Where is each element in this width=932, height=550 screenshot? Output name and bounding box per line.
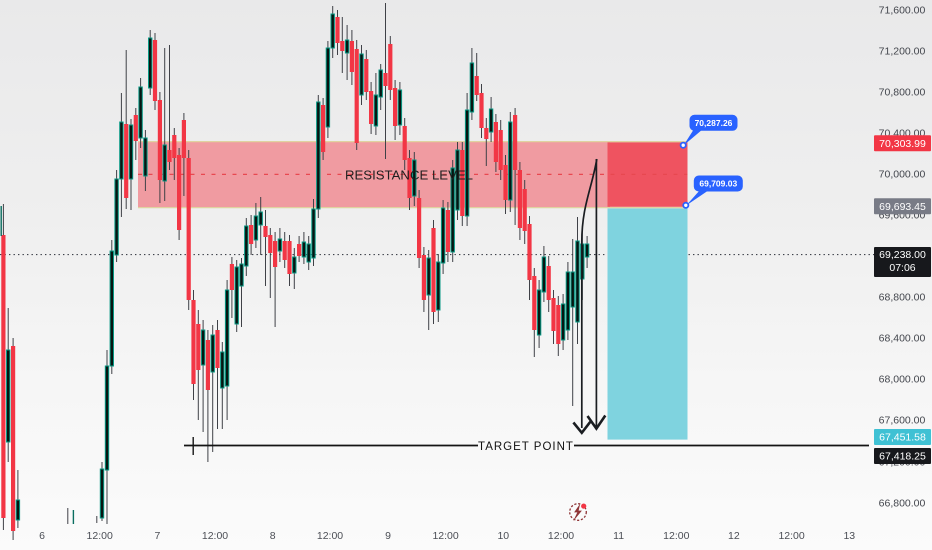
svg-text:9: 9 — [385, 530, 391, 542]
svg-text:68,400.00: 68,400.00 — [879, 333, 926, 345]
svg-text:67,451.58: 67,451.58 — [879, 432, 926, 444]
svg-text:RESISTANCE LEVEL: RESISTANCE LEVEL — [345, 168, 473, 183]
svg-text:70,287.26: 70,287.26 — [695, 118, 733, 128]
svg-text:12:00: 12:00 — [317, 530, 343, 542]
svg-text:71,600.00: 71,600.00 — [879, 5, 926, 17]
svg-text:70,800.00: 70,800.00 — [879, 87, 926, 99]
svg-text:68,800.00: 68,800.00 — [879, 292, 926, 304]
svg-text:70,303.99: 70,303.99 — [879, 138, 926, 150]
svg-text:67,600.00: 67,600.00 — [879, 415, 926, 427]
svg-text:6: 6 — [39, 530, 45, 542]
svg-text:70,000.00: 70,000.00 — [879, 169, 926, 181]
svg-text:12:00: 12:00 — [663, 530, 689, 542]
svg-text:7: 7 — [154, 530, 160, 542]
svg-text:67,418.25: 67,418.25 — [879, 451, 926, 463]
svg-text:11: 11 — [613, 530, 624, 542]
svg-text:12: 12 — [728, 530, 740, 542]
svg-text:66,800.00: 66,800.00 — [879, 498, 926, 510]
svg-text:8: 8 — [270, 530, 276, 542]
svg-text:12:00: 12:00 — [432, 530, 458, 542]
svg-text:10: 10 — [497, 530, 509, 542]
svg-text:12:00: 12:00 — [548, 530, 574, 542]
svg-text:68,000.00: 68,000.00 — [879, 374, 926, 386]
svg-text:12:00: 12:00 — [87, 530, 113, 542]
svg-text:12:00: 12:00 — [202, 530, 228, 542]
svg-text:69,709.03: 69,709.03 — [699, 179, 737, 189]
svg-text:71,200.00: 71,200.00 — [879, 46, 926, 58]
svg-text:69,238.00: 69,238.00 — [879, 249, 926, 261]
svg-text:07:06: 07:06 — [889, 262, 915, 274]
svg-text:13: 13 — [843, 530, 855, 542]
svg-text:69,693.45: 69,693.45 — [879, 201, 926, 213]
svg-text:TARGET POINT: TARGET POINT — [478, 441, 574, 453]
svg-text:12:00: 12:00 — [778, 530, 804, 542]
